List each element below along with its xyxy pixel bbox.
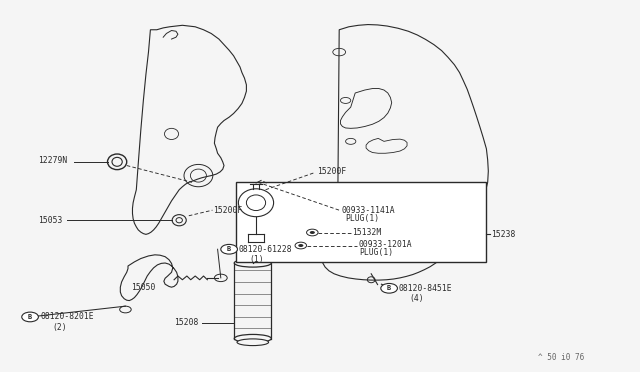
Ellipse shape <box>237 339 269 346</box>
Text: (1): (1) <box>250 255 264 264</box>
Text: 12279N: 12279N <box>38 156 68 165</box>
Text: 15208: 15208 <box>174 318 198 327</box>
Circle shape <box>295 242 307 249</box>
Text: PLUG(1): PLUG(1) <box>346 214 380 223</box>
Ellipse shape <box>234 259 271 267</box>
Text: 00933-1201A: 00933-1201A <box>358 240 412 249</box>
Text: (2): (2) <box>52 323 67 332</box>
Text: 15050: 15050 <box>131 283 156 292</box>
Text: 15200F: 15200F <box>317 167 346 176</box>
Text: 15053: 15053 <box>38 216 63 225</box>
Circle shape <box>298 244 303 247</box>
Circle shape <box>381 283 397 293</box>
Text: 15200F: 15200F <box>213 206 243 215</box>
Text: (4): (4) <box>410 294 424 303</box>
Text: B: B <box>28 314 32 320</box>
Bar <box>236 182 486 262</box>
Text: PLUG(1): PLUG(1) <box>360 248 394 257</box>
Circle shape <box>307 229 318 236</box>
Text: ^ 50 i0 76: ^ 50 i0 76 <box>538 353 584 362</box>
Text: 15238: 15238 <box>492 230 516 239</box>
Text: 15132M: 15132M <box>352 228 381 237</box>
Text: 08120-8451E: 08120-8451E <box>398 284 452 293</box>
Text: 00933-1141A: 00933-1141A <box>341 206 395 215</box>
Text: B: B <box>387 285 391 291</box>
Text: 08120-8201E: 08120-8201E <box>40 312 94 321</box>
Text: B: B <box>227 246 231 252</box>
Circle shape <box>221 244 237 254</box>
Circle shape <box>310 231 315 234</box>
Ellipse shape <box>234 334 271 343</box>
Circle shape <box>22 312 38 322</box>
Text: 08120-61228: 08120-61228 <box>239 245 292 254</box>
